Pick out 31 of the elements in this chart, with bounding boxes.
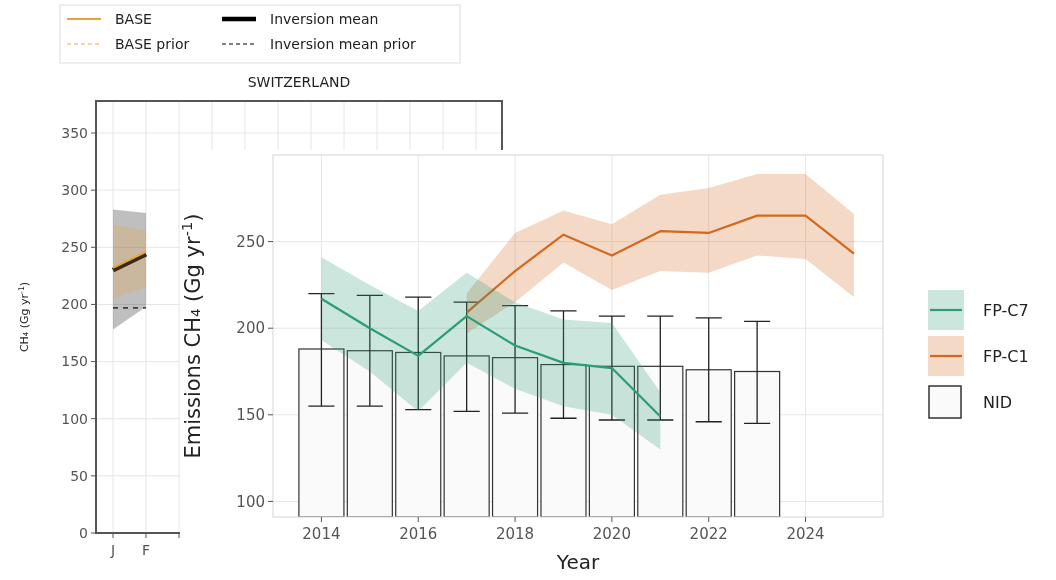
y-tick-label: 200 [61, 296, 88, 313]
y-tick-label: 200 [236, 319, 265, 338]
legend-label: Inversion mean [270, 10, 379, 27]
legend-label: FP-C1 [983, 346, 1029, 366]
y-tick-label: 150 [61, 353, 88, 370]
legend-label: NID [983, 392, 1013, 412]
chart-title: SWITZERLAND [247, 74, 351, 90]
y-tick-label: 250 [61, 239, 88, 256]
x-tick-label: 2016 [399, 525, 438, 543]
x-tick-label: 2018 [495, 525, 535, 543]
y-tick-label: 350 [61, 124, 88, 141]
legend-label: BASE prior [115, 35, 190, 52]
x-tick-label: 2024 [786, 525, 825, 543]
legend-label: Inversion mean prior [270, 35, 416, 52]
y-tick-label: 100 [236, 492, 265, 511]
x-tick-label: J [109, 542, 116, 558]
y-tick-label: 100 [61, 410, 88, 427]
y-tick-label: 300 [61, 182, 88, 199]
x-tick-label: 2014 [302, 525, 341, 543]
x-tick-label: 2022 [689, 525, 728, 543]
line-series [465, 214, 856, 314]
y-tick-label: 0 [79, 524, 88, 541]
y-tick-label: 50 [70, 467, 88, 484]
legend-label: BASE [115, 10, 152, 27]
y-tick-label: 250 [236, 232, 265, 251]
x-tick-label: 2020 [592, 525, 631, 543]
legend-label: FP-C7 [983, 300, 1029, 320]
x-tick-label: F [141, 542, 151, 558]
x-axis-title: Year [555, 550, 600, 574]
line-series [320, 297, 662, 418]
y-tick-label: 150 [236, 406, 265, 425]
